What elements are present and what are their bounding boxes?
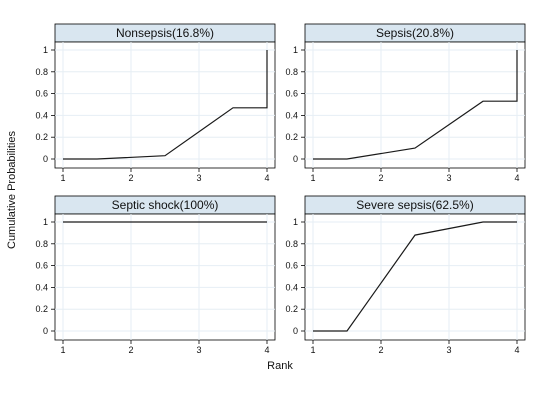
x-tick-label: 4 bbox=[264, 173, 269, 183]
data-point bbox=[414, 234, 417, 237]
x-tick-label: 4 bbox=[264, 345, 269, 355]
x-axis-label: Rank bbox=[267, 360, 293, 372]
x-tick-label: 2 bbox=[128, 173, 133, 183]
y-tick-label: 0.8 bbox=[35, 67, 48, 77]
x-tick-label: 4 bbox=[514, 345, 519, 355]
y-tick-label: 1 bbox=[293, 45, 298, 55]
y-tick-label: 0.6 bbox=[35, 261, 48, 271]
x-tick-label: 3 bbox=[446, 173, 451, 183]
x-tick-label: 1 bbox=[310, 345, 315, 355]
plot-frame bbox=[304, 213, 526, 341]
data-point bbox=[482, 221, 485, 224]
y-tick-label: 0.8 bbox=[285, 239, 298, 249]
data-point bbox=[164, 154, 167, 157]
y-tick-label: 0 bbox=[293, 154, 298, 164]
data-point bbox=[414, 147, 417, 150]
x-tick-label: 2 bbox=[128, 345, 133, 355]
data-point bbox=[312, 158, 315, 161]
y-tick-label: 0.8 bbox=[35, 239, 48, 249]
x-tick-label: 4 bbox=[514, 173, 519, 183]
panel-4: Severe sepsis(62.5%) 0 0.2 0.4 0.6 0.8 1 1 2 3 4 bbox=[285, 195, 526, 355]
data-point bbox=[232, 106, 235, 109]
data-point bbox=[96, 158, 99, 161]
panel-3: Septic shock(100%) 0 0.2 0.4 0.6 0.8 1 1 2 3 4 bbox=[35, 195, 276, 355]
data-point bbox=[266, 221, 269, 224]
panel-1: Nonsepsis(16.8%) 0 0.2 0.4 0.6 0.8 1 1 2 3 4 bbox=[35, 23, 276, 183]
y-tick-label: 0.2 bbox=[35, 304, 48, 314]
data-point bbox=[516, 100, 519, 103]
x-tick-label: 3 bbox=[196, 345, 201, 355]
y-axis-label: Cumulative Probabilities bbox=[6, 131, 18, 249]
data-point bbox=[266, 106, 269, 109]
y-tick-label: 0.2 bbox=[35, 132, 48, 142]
x-tick-label: 1 bbox=[60, 345, 65, 355]
panel-title: Sepsis(20.8%) bbox=[376, 26, 454, 40]
y-tick-label: 1 bbox=[43, 217, 48, 227]
data-point bbox=[266, 49, 269, 52]
cumulative-probability-line bbox=[313, 221, 517, 332]
y-tick-label: 0.8 bbox=[285, 67, 298, 77]
data-point bbox=[482, 100, 485, 103]
y-tick-label: 0.4 bbox=[35, 110, 48, 120]
x-tick-label: 1 bbox=[60, 173, 65, 183]
plot-frame bbox=[54, 41, 276, 169]
data-point bbox=[62, 158, 65, 161]
data-point bbox=[62, 221, 65, 224]
plot-frame bbox=[54, 213, 276, 341]
y-tick-label: 0.4 bbox=[285, 110, 298, 120]
y-tick-label: 0.4 bbox=[285, 282, 298, 292]
panel-title: Septic shock(100%) bbox=[112, 198, 219, 212]
x-tick-label: 3 bbox=[446, 345, 451, 355]
x-tick-label: 2 bbox=[378, 173, 383, 183]
x-tick-label: 1 bbox=[310, 173, 315, 183]
y-tick-label: 0.6 bbox=[285, 89, 298, 99]
plot-frame bbox=[304, 41, 526, 169]
data-point bbox=[346, 330, 349, 333]
y-tick-label: 0.4 bbox=[35, 282, 48, 292]
y-tick-label: 0 bbox=[43, 154, 48, 164]
y-tick-label: 0 bbox=[43, 326, 48, 336]
y-tick-label: 1 bbox=[293, 217, 298, 227]
y-tick-label: 0.6 bbox=[285, 261, 298, 271]
y-tick-label: 0.2 bbox=[285, 132, 298, 142]
panel-2: Sepsis(20.8%) 0 0.2 0.4 0.6 0.8 1 1 2 3 4 bbox=[285, 23, 526, 183]
y-tick-label: 0.2 bbox=[285, 304, 298, 314]
x-tick-label: 2 bbox=[378, 345, 383, 355]
panel-title: Nonsepsis(16.8%) bbox=[116, 26, 214, 40]
data-point bbox=[516, 49, 519, 52]
cumulative-probability-line bbox=[313, 50, 518, 160]
data-point bbox=[346, 158, 349, 161]
panel-title: Severe sepsis(62.5%) bbox=[356, 198, 473, 212]
data-point bbox=[312, 330, 315, 333]
data-point bbox=[516, 221, 519, 224]
y-tick-label: 0 bbox=[293, 326, 298, 336]
cumulative-probability-line bbox=[63, 50, 268, 160]
y-tick-label: 0.6 bbox=[35, 89, 48, 99]
y-tick-label: 1 bbox=[43, 45, 48, 55]
x-tick-label: 3 bbox=[196, 173, 201, 183]
